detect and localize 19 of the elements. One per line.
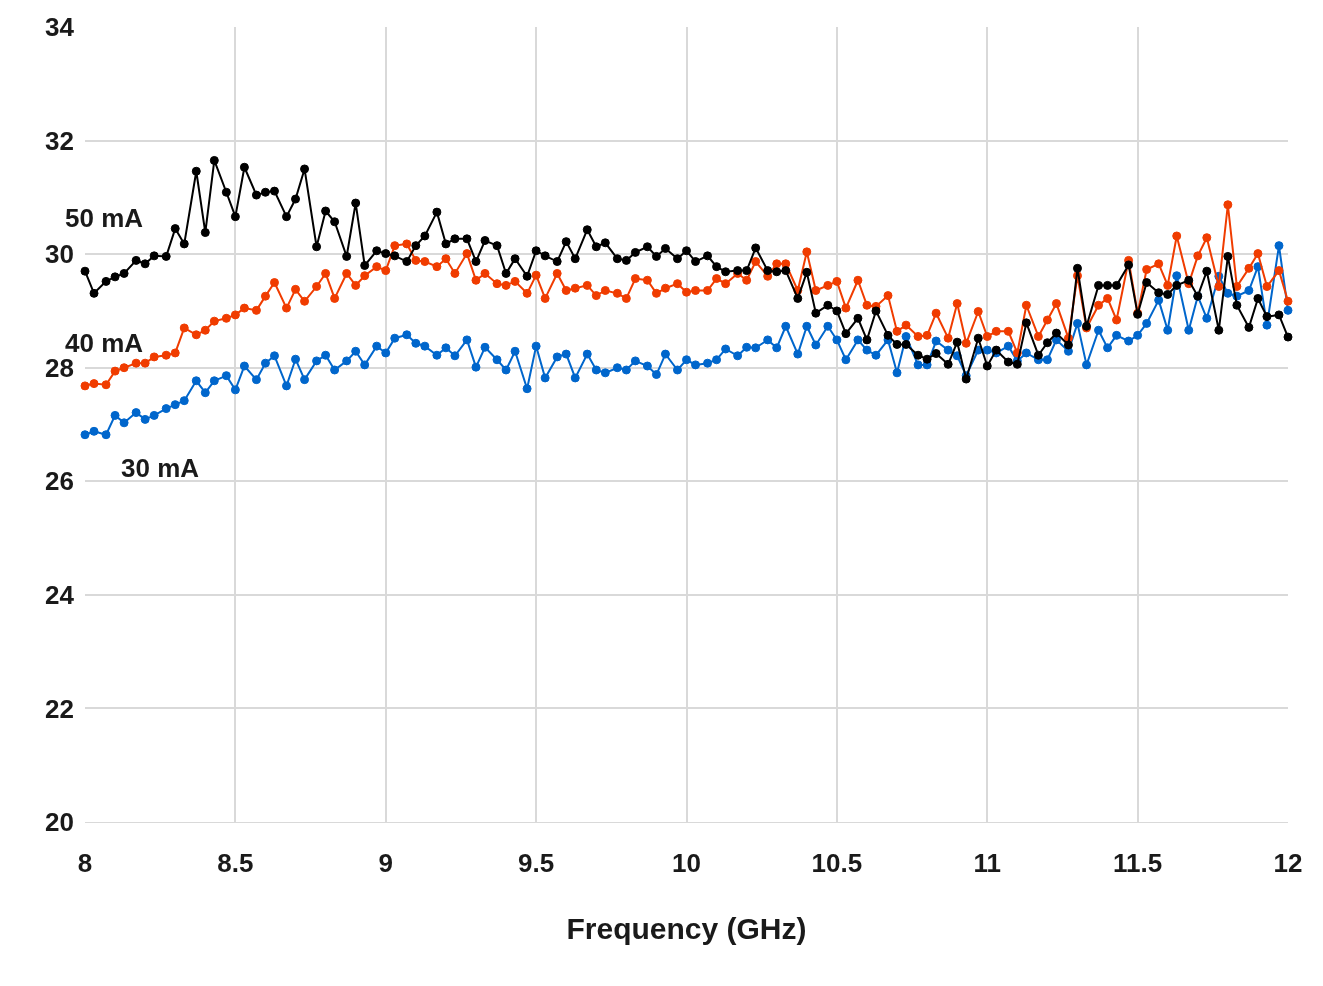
x-tick-label: 10 [672,848,701,879]
x-tick-label: 10.5 [811,848,863,879]
x-tick-label: 11.5 [1113,848,1163,879]
y-tick-label: 24 [45,579,75,610]
y-tick-label: 34 [45,12,75,43]
x-tick-label: 12 [1273,848,1303,879]
series-label: 30 mA [121,453,200,483]
x-tick-label: 11 [973,848,1001,879]
x-tick-label: 9.5 [518,848,555,879]
y-tick-label: 26 [45,466,74,497]
y-tick-label: 22 [45,693,74,724]
y-tick-label: 32 [45,125,74,156]
y-tick-label: 20 [45,807,74,838]
x-tick-label: 8 [77,848,93,879]
x-tick-label: 9 [378,848,393,879]
series-label: 50 mA [65,203,144,233]
y-tick-label: 30 [45,239,74,270]
x-tick-label: 8.5 [217,848,254,879]
x-axis-title: Frequency (GHz) [566,911,807,945]
